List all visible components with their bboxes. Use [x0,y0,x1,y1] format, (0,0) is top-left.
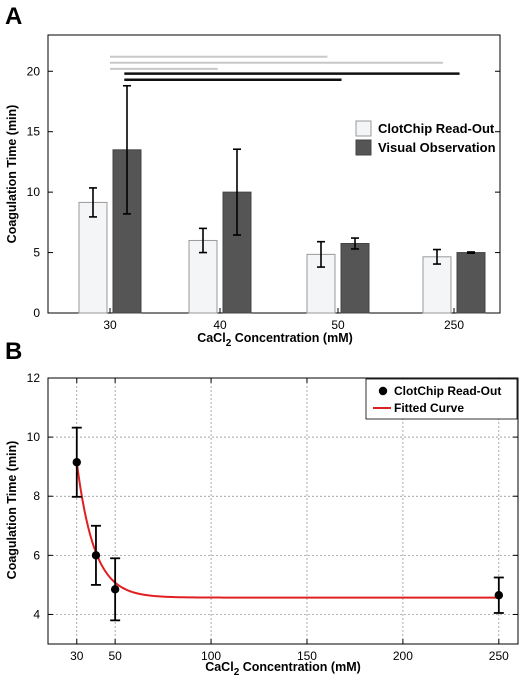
data-point [72,458,81,467]
legend-swatch [355,120,372,137]
panel-a-axes-box [47,34,501,314]
bar [340,243,370,314]
panel-a-x-axis-label: CaCl2 Concentration (mM) [197,331,353,349]
x-tick-label: 250 [444,318,464,332]
y-tick-label: 15 [27,125,41,139]
x-tick-label: 50 [108,649,122,663]
y-tick-label: 20 [27,64,41,78]
panel-a-y-axis-label: Coagulation Time (min) [5,105,19,244]
x-tick-label: 250 [489,649,509,663]
y-tick-label: 10 [27,430,41,444]
y-tick-label: 12 [27,371,41,385]
legend-swatch [355,139,372,156]
fitted-curve [75,462,499,599]
y-tick-label: 8 [33,489,40,503]
bar [422,256,452,314]
legend-label: ClotChip Read-Out [394,384,501,398]
legend-label: ClotChip Read-Out [378,121,495,136]
y-tick-label: 5 [33,246,40,260]
x-tick-label: 50 [331,318,345,332]
x-tick-label: 30 [103,318,117,332]
y-tick-label: 6 [33,548,40,562]
x-tick-label: 150 [297,649,317,663]
x-tick-label: 40 [213,318,227,332]
legend-label: Visual Observation [378,140,496,155]
bar [78,201,108,314]
panel-b-letter: B [5,338,22,365]
x-tick-label: 100 [201,649,221,663]
legend-label: Fitted Curve [394,401,464,415]
data-point [494,591,504,600]
x-tick-label: 30 [70,649,84,663]
y-tick-label: 4 [33,607,40,621]
panel-a-letter: A [5,3,22,30]
panel-b-y-axis-label: Coagulation Time (min) [5,441,19,580]
panel-b-axes-box [47,377,519,645]
data-point [91,551,101,560]
y-tick-label: 0 [33,306,40,320]
legend-marker [378,386,388,396]
bar [456,252,486,314]
y-tick-label: 10 [27,185,41,199]
panel-b-x-axis-label: CaCl2 Concentration (mM) [205,660,361,678]
data-point [110,585,120,594]
legend-box [365,378,518,420]
x-tick-label: 200 [393,649,413,663]
